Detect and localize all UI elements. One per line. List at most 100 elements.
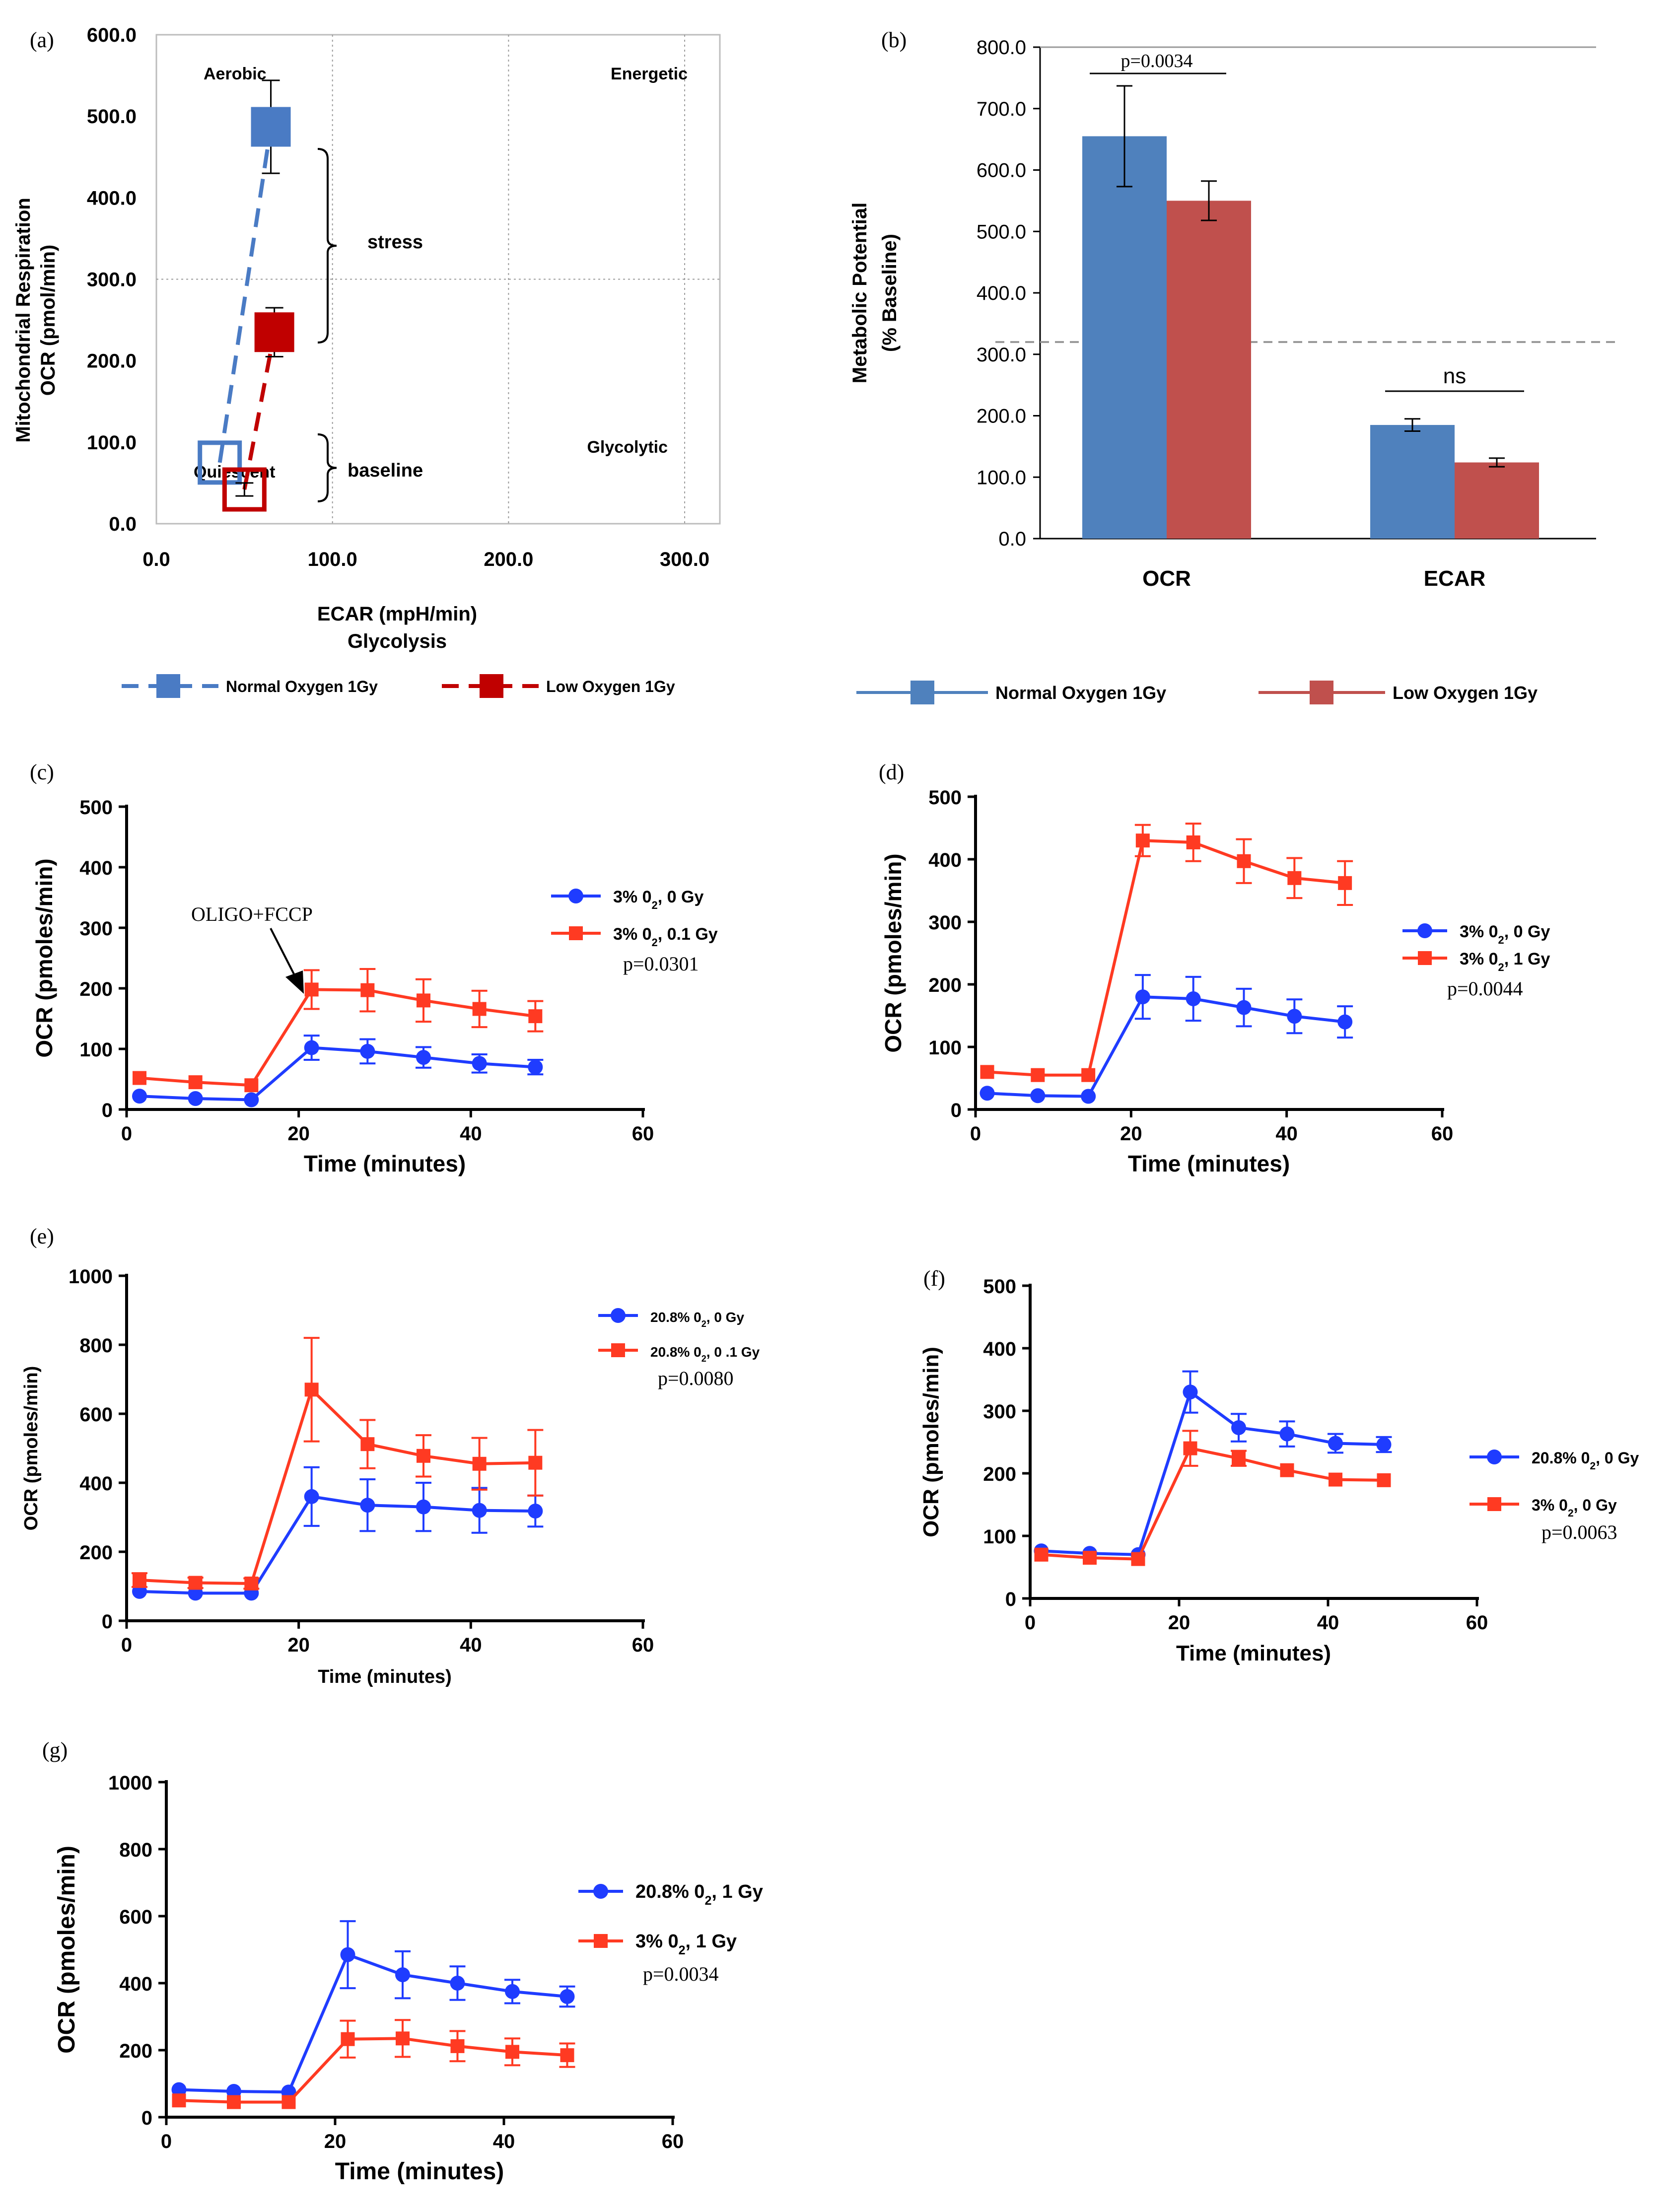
legend-label-low: Low Oxygen 1Gy — [1393, 683, 1538, 703]
data-point — [133, 1573, 146, 1587]
x-tick-label: 0 — [121, 1123, 132, 1145]
y-tick-label: 400 — [119, 1973, 152, 1995]
data-point — [360, 1043, 375, 1059]
data-point — [1329, 1472, 1342, 1487]
legend-marker-0 — [568, 889, 583, 903]
point-low-oxygen-1gy-stress — [254, 312, 294, 352]
legend-label-low: Low Oxygen 1Gy — [546, 678, 675, 695]
y-tick-label: 400.0 — [977, 282, 1026, 304]
data-point — [226, 2084, 241, 2099]
data-point — [395, 1967, 410, 1983]
legend-label-1: 20.8% 02, 0 .1 Gy — [650, 1344, 760, 1364]
x-tick-label: 60 — [1431, 1123, 1454, 1145]
data-point — [172, 2093, 186, 2108]
data-point — [1131, 1552, 1145, 1566]
legend-label-1: 3% 02, 1 Gy — [635, 1931, 737, 1957]
panel-label-c: (c) — [30, 760, 54, 784]
bar-ocr-1 — [1167, 201, 1251, 539]
x-tick-label: 0 — [970, 1123, 981, 1145]
data-point — [472, 1456, 487, 1471]
data-point — [1083, 1551, 1097, 1565]
x-tick-label: 40 — [1275, 1123, 1298, 1145]
x-tick-label: 20 — [287, 1634, 310, 1656]
y-tick-label: 0 — [1005, 1589, 1016, 1610]
legend-marker-0 — [1487, 1450, 1502, 1464]
x-tick-label: 20 — [1168, 1612, 1190, 1634]
p-value: p=0.0063 — [1541, 1521, 1617, 1543]
x-tick-label: 20 — [1120, 1123, 1142, 1145]
data-point — [360, 1498, 375, 1513]
x-axis-title: Time (minutes) — [335, 2158, 504, 2185]
x-axis-title: Time (minutes) — [304, 1151, 466, 1176]
data-point — [505, 1984, 520, 1999]
x-tick-label: 0 — [161, 2131, 172, 2152]
y-axis-title: OCR (pmoles/min) — [21, 1366, 42, 1530]
data-point — [171, 2082, 187, 2097]
data-point — [472, 1056, 487, 1071]
data-point — [304, 1040, 319, 1055]
legend-marker-1 — [594, 1934, 608, 1948]
data-point — [1337, 1014, 1353, 1030]
data-point — [1135, 989, 1150, 1005]
legend-marker-1 — [1487, 1497, 1501, 1511]
x-axis-title: Time (minutes) — [1176, 1641, 1331, 1665]
y-tick-label: 300 — [983, 1401, 1016, 1423]
y-axis-title: OCR (pmoles/min) — [919, 1347, 943, 1537]
legend-label-0: 3% 02, 0 Gy — [613, 888, 703, 911]
bracket-baseline — [317, 433, 337, 502]
x-axis-title: Time (minutes) — [318, 1666, 452, 1687]
y-tick-label: 200 — [983, 1463, 1016, 1485]
bracket-label-stress: stress — [367, 232, 423, 253]
data-point — [417, 993, 430, 1008]
y-tick-label: 0 — [102, 1611, 113, 1633]
y-tick-label: 500.0 — [977, 221, 1026, 243]
data-point — [132, 1089, 147, 1104]
y-tick-label: 0 — [141, 2107, 152, 2129]
legend-marker-normal — [156, 674, 180, 698]
series-line-0 — [1041, 1389, 1384, 1556]
data-point — [1031, 1068, 1045, 1082]
x-tick-label: 300.0 — [660, 549, 709, 570]
data-point — [244, 1092, 259, 1107]
y-tick-label: 200.0 — [977, 406, 1026, 427]
panel-label-e: (e) — [30, 1224, 54, 1248]
data-point — [1279, 1426, 1295, 1442]
data-point — [416, 1499, 431, 1515]
data-point — [528, 1455, 543, 1470]
panel-label-d: (d) — [879, 760, 904, 784]
data-point — [1186, 991, 1201, 1006]
sig-label-ecar: ns — [1443, 364, 1466, 388]
y-tick-label: 400 — [983, 1338, 1016, 1360]
data-point — [1186, 835, 1200, 849]
y-tick-label: 800 — [119, 1839, 152, 1861]
data-point — [1081, 1089, 1096, 1104]
series-line-1 — [179, 2037, 567, 2104]
x-tick-label: 60 — [1466, 1612, 1488, 1634]
legend-label-0: 20.8% 02, 0 Gy — [1532, 1449, 1639, 1472]
point-low-oxygen-1gy-baseline — [222, 467, 267, 512]
data-point — [340, 1947, 355, 1962]
data-point — [1231, 1420, 1246, 1436]
data-point — [1376, 1437, 1392, 1452]
series-line-0 — [179, 1952, 567, 2094]
bracket-label-baseline: baseline — [348, 460, 423, 481]
legend-label-1: 3% 02, 1 Gy — [1460, 950, 1550, 973]
y-axis-title: OCR (pmoles/min) — [880, 853, 906, 1052]
series-line-1 — [139, 988, 536, 1087]
data-point — [1377, 1473, 1391, 1487]
annotation-arrow-shaft — [270, 928, 296, 977]
quadrant-glycolytic: Glycolytic — [587, 438, 668, 457]
legend-marker-0 — [593, 1884, 608, 1899]
y-tick-label: 400 — [79, 1473, 113, 1495]
x-tick-label: 40 — [1317, 1612, 1339, 1634]
data-point — [1236, 1000, 1252, 1015]
quadrant-quiescent: Quiescent — [194, 463, 275, 482]
y-axis-title: OCR (pmoles/min) — [54, 1846, 80, 2054]
data-point — [528, 1009, 543, 1024]
x-axis-subtitle: Glycolysis — [348, 630, 447, 652]
panel-label-f: (f) — [923, 1266, 945, 1291]
legend-marker-normal — [910, 681, 934, 704]
annotation-oligo-fccp: OLIGO+FCCP — [191, 903, 313, 925]
series-line-0 — [139, 1495, 536, 1595]
category-label-ecar: ECAR — [1424, 566, 1486, 591]
